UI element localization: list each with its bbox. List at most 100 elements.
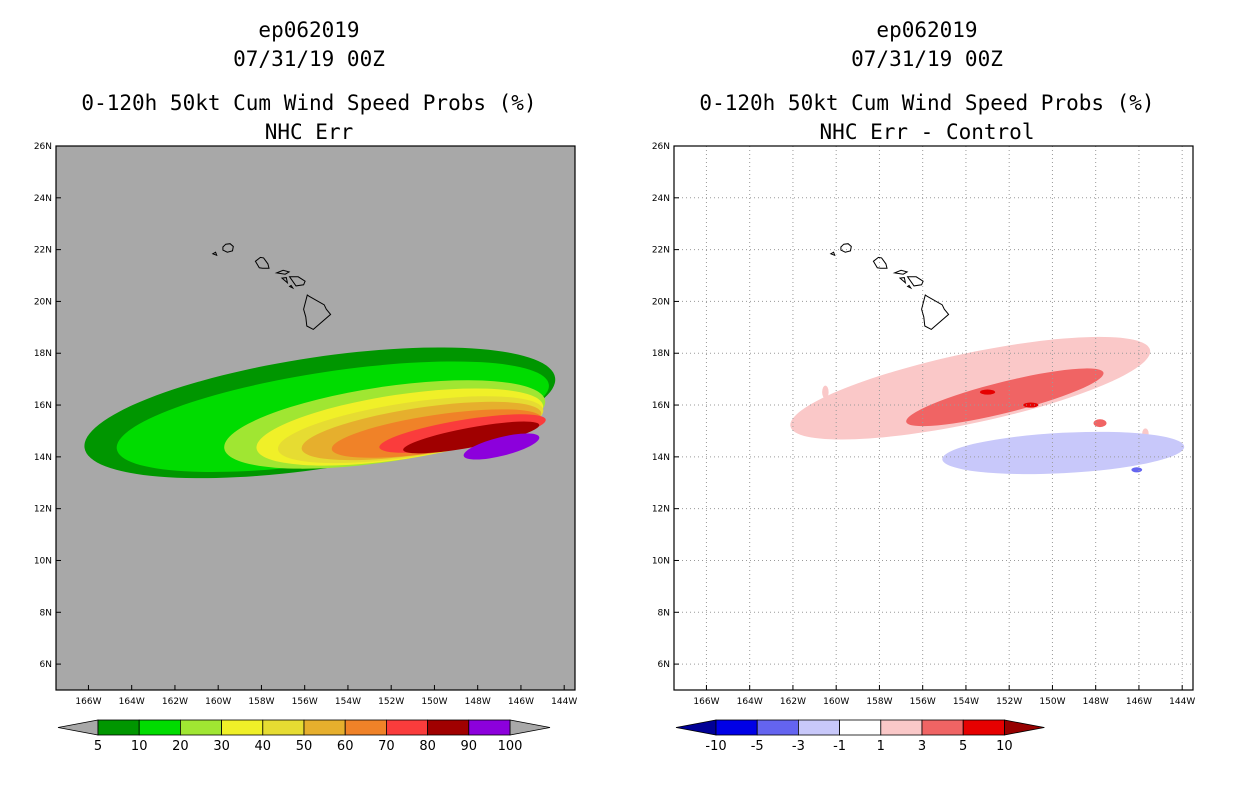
p1-y-tick-label-6: 18N bbox=[652, 349, 670, 359]
p1-colorbar-label-0: -10 bbox=[705, 739, 726, 754]
p0-colorbar-label-2: 20 bbox=[172, 739, 189, 754]
p0-colorbar-label-3: 30 bbox=[213, 739, 230, 754]
p1-y-tick-label-10: 26N bbox=[652, 142, 670, 152]
p1-colorbar-label-3: -1 bbox=[833, 739, 846, 754]
p1-contour-3-4 bbox=[1093, 419, 1107, 428]
left-chart-panel: ep062019 07/31/19 00Z 0-120h 50kt Cum Wi… bbox=[34, 18, 578, 754]
p0-y-tick-label-7: 20N bbox=[34, 297, 52, 307]
p1-colorbar-label-2: -3 bbox=[792, 739, 805, 754]
p1-colorbar-swatch-5 bbox=[921, 719, 964, 736]
p0-colorbar-swatch-1 bbox=[138, 719, 181, 736]
p1-contour--1-7 bbox=[942, 431, 1185, 475]
p1-x-tick-label-3: 160W bbox=[823, 697, 849, 707]
p1-contour-5-5 bbox=[979, 389, 996, 395]
p1-contour-3-3 bbox=[906, 368, 1104, 427]
p0-y-tick-label-9: 24N bbox=[34, 194, 52, 204]
p0-x-tick-label-0: 166W bbox=[75, 697, 101, 707]
p0-colorbar-swatch-8 bbox=[427, 719, 470, 736]
p1-x-tick-label-11: 144W bbox=[1169, 697, 1195, 707]
right-valid-time: 07/31/19 00Z bbox=[851, 47, 1003, 71]
p1-island-outline-1 bbox=[840, 243, 852, 253]
p0-island-outline-2 bbox=[254, 256, 270, 269]
p0-colorbar-swatch-7 bbox=[385, 719, 428, 736]
p0-colorbar-swatch-5 bbox=[303, 719, 346, 736]
p0-y-tick-label-1: 8N bbox=[40, 608, 52, 618]
p1-colorbar-swatch-1 bbox=[756, 719, 799, 736]
p0-colorbar-swatch-2 bbox=[179, 719, 222, 736]
p0-x-tick-label-7: 152W bbox=[378, 697, 404, 707]
p0-island-outline-6 bbox=[288, 284, 295, 290]
p0-colorbar-swatch-9 bbox=[468, 719, 511, 736]
p0-y-tick-label-5: 16N bbox=[34, 401, 52, 411]
p0-colorbar-label-7: 70 bbox=[378, 739, 395, 754]
p0-colorbar-label-6: 60 bbox=[337, 739, 354, 754]
p0-colorbar-label-1: 10 bbox=[131, 739, 148, 754]
p1-colorbar-swatch-3 bbox=[839, 719, 882, 736]
p1-x-tick-label-5: 156W bbox=[910, 697, 936, 707]
p1-x-tick-label-2: 162W bbox=[780, 697, 806, 707]
left-valid-time: 07/31/19 00Z bbox=[233, 47, 385, 71]
p0-island-outline-5 bbox=[288, 276, 306, 287]
p1-y-tick-label-0: 6N bbox=[658, 660, 670, 670]
p1-x-tick-label-0: 166W bbox=[693, 697, 719, 707]
p1-y-tick-label-8: 22N bbox=[652, 246, 670, 256]
p0-colorbar-label-9: 90 bbox=[461, 739, 478, 754]
p1-island-outline-2 bbox=[872, 256, 888, 269]
p1-data-layer bbox=[674, 146, 1193, 690]
p0-colorbar-label-10: 100 bbox=[498, 739, 523, 754]
left-storm-id: ep062019 bbox=[258, 18, 360, 42]
p0-colorbar-swatch-4 bbox=[262, 719, 305, 736]
p1-y-tick-label-5: 16N bbox=[652, 401, 670, 411]
p0-island-outline-4 bbox=[280, 277, 289, 285]
p1-colorbar-high-triangle bbox=[1003, 719, 1045, 736]
p1-colorbar-label-7: 10 bbox=[996, 739, 1013, 754]
p0-y-tick-label-4: 14N bbox=[34, 453, 52, 463]
p0-colorbar-swatch-6 bbox=[344, 719, 387, 736]
p1-colorbar-low-triangle bbox=[675, 719, 717, 736]
right-chart-title: 0-120h 50kt Cum Wind Speed Probs (%) bbox=[699, 91, 1155, 115]
p1-island-outline-6 bbox=[906, 284, 913, 290]
p0-x-tick-label-4: 158W bbox=[248, 697, 274, 707]
p0-colorbar-label-4: 40 bbox=[255, 739, 272, 754]
right-storm-id: ep062019 bbox=[876, 18, 978, 42]
p1-y-tick-label-3: 12N bbox=[652, 505, 670, 515]
p1-contour-1-0 bbox=[790, 336, 1151, 440]
p1-island-outline-5 bbox=[906, 276, 924, 287]
p0-x-tick-label-8: 150W bbox=[421, 697, 447, 707]
p1-colorbar-swatch-6 bbox=[962, 719, 1005, 736]
p0-x-tick-label-1: 164W bbox=[119, 697, 145, 707]
p0-colorbar-low-triangle bbox=[57, 719, 99, 736]
p0-x-tick-label-11: 144W bbox=[551, 697, 577, 707]
p0-colorbar-label-5: 50 bbox=[296, 739, 313, 754]
p1-island-outline-0 bbox=[829, 251, 836, 257]
p1-x-tick-label-8: 150W bbox=[1039, 697, 1065, 707]
p0-y-tick-label-8: 22N bbox=[34, 246, 52, 256]
p1-x-tick-label-1: 164W bbox=[737, 697, 763, 707]
p1-colorbar-label-6: 5 bbox=[959, 739, 967, 754]
p1-y-tick-label-2: 10N bbox=[652, 556, 670, 566]
left-chart-subtitle: NHC Err bbox=[264, 120, 354, 144]
p1-colorbar-swatch-4 bbox=[880, 719, 923, 736]
p0-colorbar-label-0: 5 bbox=[94, 739, 102, 754]
p0-island-outline-1 bbox=[222, 243, 234, 253]
p1-colorbar-swatch-2 bbox=[797, 719, 840, 736]
p1-colorbar-swatch-0 bbox=[715, 719, 758, 736]
p0-y-tick-label-6: 18N bbox=[34, 349, 52, 359]
p0-y-tick-label-3: 12N bbox=[34, 505, 52, 515]
p1-island-outline-3 bbox=[892, 269, 909, 275]
left-map-plot: 166W 164W 162W 160W 158W 156W 154W 152W 150W 148W… bbox=[34, 142, 578, 754]
p0-island-outline-7 bbox=[303, 294, 332, 331]
p0-x-tick-label-5: 156W bbox=[292, 697, 318, 707]
p1-contour-1-1 bbox=[822, 385, 829, 399]
p1-island-outline-4 bbox=[898, 277, 907, 285]
p0-contour-80-8 bbox=[403, 421, 540, 454]
p1-plot-frame bbox=[673, 145, 1194, 691]
p1-contour--3-8 bbox=[1131, 467, 1143, 473]
p0-x-tick-label-10: 146W bbox=[508, 697, 534, 707]
p0-colorbar-label-8: 80 bbox=[419, 739, 436, 754]
p1-y-tick-label-7: 20N bbox=[652, 297, 670, 307]
p0-y-tick-label-0: 6N bbox=[40, 660, 52, 670]
p0-x-tick-label-6: 154W bbox=[335, 697, 361, 707]
p0-x-tick-label-9: 148W bbox=[465, 697, 491, 707]
p1-island-outline-7 bbox=[921, 294, 950, 331]
